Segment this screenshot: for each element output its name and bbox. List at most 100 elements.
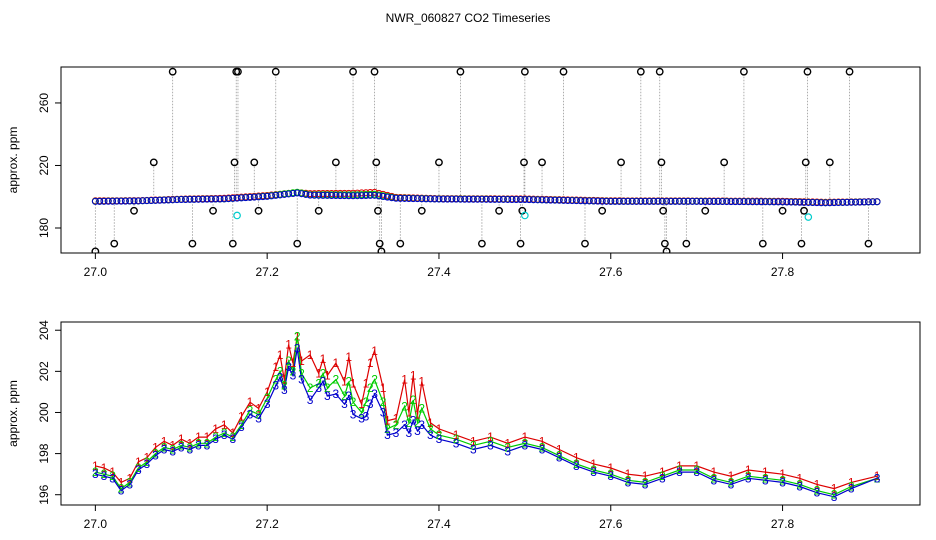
series-3-marker (714, 198, 722, 206)
outlier-marker (720, 158, 729, 167)
series-3-marker (379, 193, 387, 201)
series-3-marker (521, 196, 529, 204)
series-3-marker (426, 195, 434, 203)
series-1-line (95, 336, 878, 490)
panel-bottom: 27.0 27.2 27.4 27.6 27.8 196 198 200 202 204 appro… (6, 320, 921, 531)
series-3-marker (306, 191, 314, 199)
series-2-point-label: 2 (573, 457, 580, 471)
series-1-point-label: 1 (590, 457, 597, 471)
series-3-marker (525, 196, 533, 204)
series-2-point-label: 2 (676, 463, 683, 477)
series-3-point-label: 3 (277, 371, 284, 385)
y-tick-label: 204 (37, 320, 51, 340)
series-3-point-label: 3 (367, 397, 374, 411)
series-3-marker (169, 196, 177, 204)
series-2-point-label: 2 (290, 364, 297, 378)
series-2-point-label: 2 (590, 463, 597, 477)
series-1-point-label: 1 (204, 430, 211, 444)
series-3-marker (822, 199, 830, 207)
flag-marker (804, 213, 813, 221)
series-2-point-label: 2 (410, 393, 417, 407)
series-1-point-label: 1 (728, 469, 735, 483)
series-3-marker (787, 198, 795, 206)
outlier-marker (374, 206, 382, 215)
series-3-marker (396, 194, 404, 202)
series-1-point-label: 1 (453, 428, 460, 442)
series-3-marker (259, 193, 267, 201)
series-1-point-label: 1 (625, 467, 632, 481)
series-3-marker (435, 195, 443, 203)
series-1-point-label: 1 (779, 467, 786, 481)
series-3-marker (753, 198, 761, 206)
series-1-point-label: 1 (161, 434, 168, 448)
series-3-marker (263, 192, 271, 200)
outlier-marker (478, 239, 486, 248)
outlier-marker (682, 239, 691, 248)
series-3-point-label: 3 (831, 490, 838, 504)
outlier-marker (636, 67, 645, 76)
series-3-marker (826, 199, 834, 207)
series-3-marker (813, 199, 821, 207)
series-3-marker (706, 197, 714, 205)
series-3-marker (362, 192, 370, 200)
series-1-point-label: 1 (324, 368, 331, 382)
series-3-marker (401, 194, 409, 202)
series-1-point-label: 1 (556, 442, 563, 456)
outlier-marker (188, 239, 197, 248)
series-3-point-label: 3 (728, 477, 735, 491)
series-3-point-label: 3 (272, 379, 279, 393)
series-1-point-label: 1 (380, 381, 387, 395)
series-3-point-label: 3 (221, 428, 228, 442)
series-3-marker (783, 198, 791, 206)
outlier-marker (662, 247, 671, 253)
series-3-marker (220, 195, 228, 203)
series-3-marker (482, 195, 490, 203)
series-3-marker (302, 190, 310, 198)
x-tick-label: 27.4 (427, 265, 451, 279)
outlier-marker (825, 158, 834, 167)
series-2-point-label: 2 (796, 477, 803, 491)
series-1-point-label: 1 (710, 465, 717, 479)
series-2-point-label: 2 (874, 471, 881, 485)
series-3-point-label: 3 (745, 471, 752, 485)
series-3-marker (517, 196, 525, 204)
x-tick-label: 27.6 (599, 265, 623, 279)
series-3-marker (319, 191, 327, 199)
series-3-point-label: 3 (345, 389, 352, 403)
series-1-point-label: 1 (238, 410, 245, 424)
series-3-point-label: 3 (247, 408, 254, 422)
series-2-point-label: 2 (285, 354, 292, 368)
series-3-marker (444, 195, 452, 203)
series-1-point-label: 1 (281, 373, 288, 387)
series-1-point-label: 1 (504, 436, 511, 450)
series-2-point-label: 2 (384, 422, 391, 436)
series-3-marker (156, 196, 164, 204)
series-3-marker (693, 197, 701, 205)
series-3-marker (267, 192, 275, 200)
series-3-marker (628, 197, 636, 205)
series-3-marker (748, 198, 756, 206)
series-3-marker (740, 198, 748, 206)
series-3-marker (675, 197, 683, 205)
series-3-marker (225, 195, 233, 203)
series-1-point-label: 1 (659, 465, 666, 479)
series-3-point-label: 3 (436, 432, 443, 446)
series-1-point-label: 1 (118, 475, 125, 489)
series-3-marker (602, 197, 610, 205)
series-2-point-label: 2 (195, 436, 202, 450)
y-tick-label: 220 (37, 155, 51, 175)
series-3-marker (272, 191, 280, 199)
outlier-marker (372, 158, 381, 167)
series-3-point-label: 3 (427, 428, 434, 442)
plot-area (91, 67, 881, 253)
series-3-marker (620, 197, 628, 205)
series-3-marker (607, 197, 615, 205)
series-3-marker (727, 198, 735, 206)
x-tick-label: 27.2 (255, 517, 279, 531)
series-2-point-label: 2 (470, 438, 477, 452)
series-3-marker (731, 198, 739, 206)
series-3-point-label: 3 (779, 475, 786, 489)
series-1-point-label: 1 (367, 356, 374, 370)
series-3-point-label: 3 (178, 440, 185, 454)
series-3-marker (723, 198, 731, 206)
